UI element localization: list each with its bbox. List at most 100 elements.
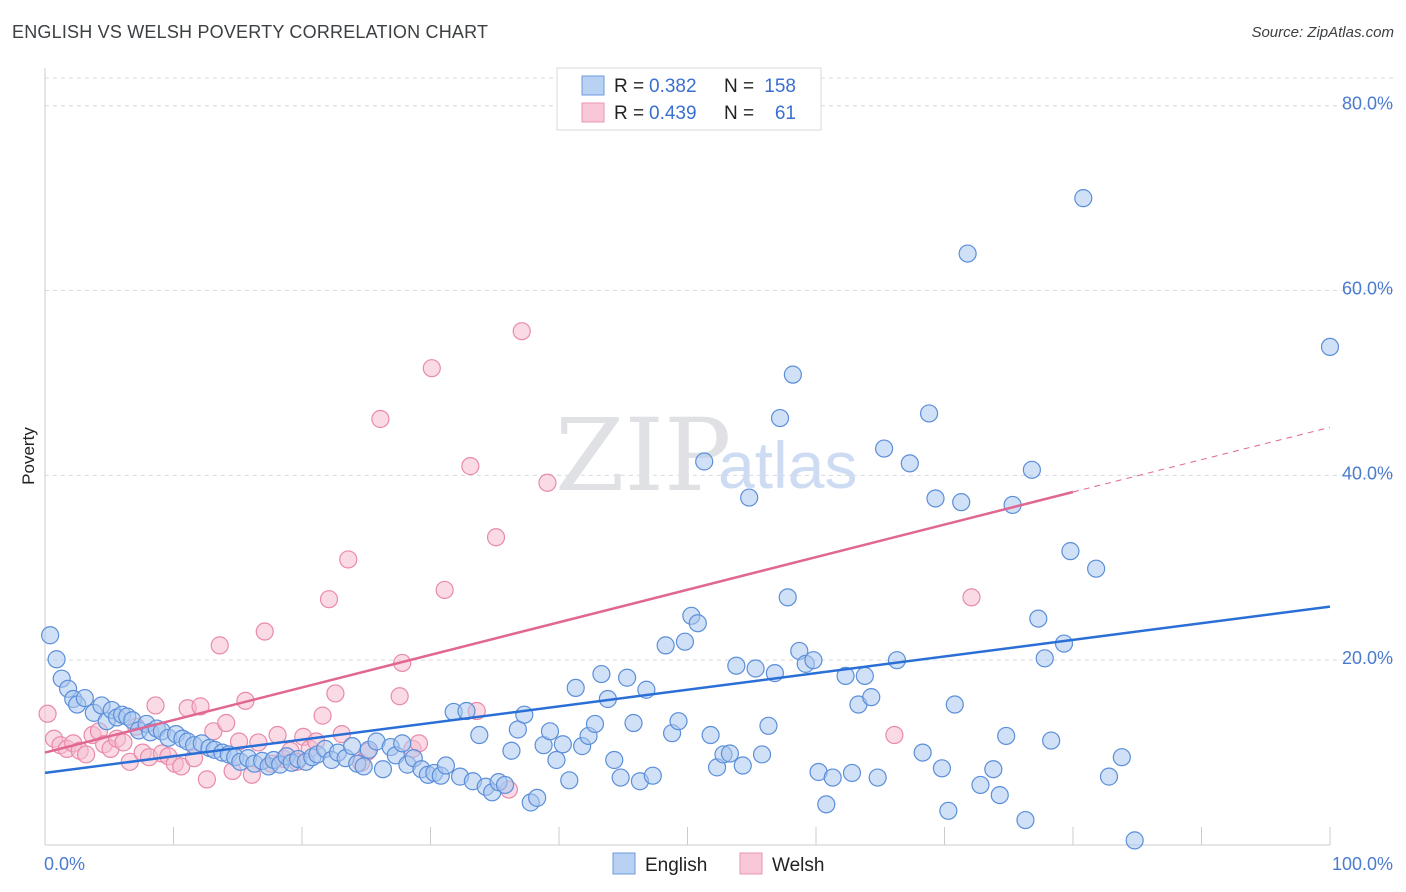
legend-english-swatch bbox=[581, 75, 605, 96]
legend-welsh-r-label: R = bbox=[614, 103, 644, 124]
english-point bbox=[560, 771, 579, 790]
english-point bbox=[624, 713, 643, 733]
welsh-point bbox=[390, 687, 409, 706]
english-point bbox=[952, 493, 971, 512]
english-point bbox=[1022, 460, 1041, 479]
english-point bbox=[836, 666, 855, 685]
english-point bbox=[1016, 810, 1035, 830]
legend-series-welsh-label: Welsh bbox=[772, 855, 824, 876]
grid-lines bbox=[45, 77, 1395, 661]
english-point bbox=[75, 688, 94, 708]
english-point bbox=[605, 750, 624, 770]
welsh-point bbox=[38, 704, 57, 723]
english-point bbox=[823, 768, 842, 787]
welsh-point bbox=[249, 733, 268, 752]
english-point bbox=[528, 788, 547, 807]
welsh-point bbox=[339, 550, 358, 569]
english-point bbox=[47, 650, 66, 669]
trend-lines bbox=[44, 426, 1331, 775]
english-point bbox=[746, 659, 765, 678]
welsh-trend-line bbox=[44, 490, 1074, 754]
english-point bbox=[926, 489, 945, 508]
english-point bbox=[470, 725, 489, 745]
english-points bbox=[41, 189, 1340, 850]
y-tick-label: 40.0% bbox=[1342, 463, 1393, 483]
welsh-point bbox=[885, 725, 904, 745]
english-point bbox=[1125, 831, 1144, 850]
english-point bbox=[1035, 649, 1054, 668]
legend-english-n-value: 158 bbox=[764, 76, 796, 97]
english-point bbox=[669, 712, 688, 731]
english-point bbox=[778, 588, 797, 607]
legend-english-r-value: 0.382 bbox=[649, 76, 697, 97]
english-point bbox=[701, 725, 720, 745]
english-point bbox=[862, 688, 881, 707]
english-point bbox=[875, 439, 894, 458]
welsh-point bbox=[114, 733, 133, 752]
english-point bbox=[817, 795, 836, 814]
english-point bbox=[592, 664, 611, 684]
english-point bbox=[354, 757, 373, 776]
english-point bbox=[1061, 542, 1080, 561]
english-trend-line bbox=[44, 605, 1331, 775]
y-tick-label: 20.0% bbox=[1342, 648, 1393, 668]
english-point bbox=[900, 454, 919, 473]
x-tick-label-min: 0.0% bbox=[44, 854, 85, 874]
welsh-point bbox=[77, 745, 96, 764]
y-tick-label: 80.0% bbox=[1342, 94, 1393, 114]
english-point bbox=[990, 785, 1009, 805]
legend-welsh-swatch bbox=[581, 102, 605, 123]
legend-welsh-n-value: 61 bbox=[775, 103, 796, 124]
y-axis-label: Poverty bbox=[19, 427, 38, 485]
english-point bbox=[1042, 731, 1061, 750]
english-point bbox=[733, 756, 752, 775]
english-point bbox=[373, 760, 393, 779]
english-point bbox=[585, 714, 605, 734]
english-point bbox=[688, 614, 707, 633]
english-point bbox=[913, 743, 932, 762]
english-point bbox=[1074, 189, 1093, 208]
legend-english-r-label: R = bbox=[614, 76, 644, 97]
english-point bbox=[1112, 748, 1131, 767]
english-point bbox=[515, 705, 534, 724]
english-point bbox=[783, 365, 802, 384]
y-tick-labels: 20.0% 40.0% 60.0% 80.0% bbox=[1342, 94, 1393, 668]
legend-series: English Welsh bbox=[612, 852, 824, 876]
english-point bbox=[41, 626, 60, 645]
chart-title: ENGLISH VS WELSH POVERTY CORRELATION CHA… bbox=[12, 22, 489, 42]
english-point bbox=[540, 722, 560, 741]
english-point bbox=[984, 760, 1003, 779]
welsh-trend-extension bbox=[1072, 426, 1331, 493]
english-point bbox=[958, 244, 977, 263]
welsh-point bbox=[461, 457, 480, 476]
english-point bbox=[868, 768, 887, 787]
english-point bbox=[495, 775, 515, 795]
welsh-point bbox=[197, 770, 217, 789]
english-point bbox=[804, 651, 823, 670]
welsh-point bbox=[255, 622, 274, 641]
welsh-point bbox=[538, 473, 557, 492]
welsh-point bbox=[962, 588, 981, 607]
english-point bbox=[343, 737, 362, 756]
english-point bbox=[842, 763, 862, 783]
welsh-point bbox=[210, 636, 229, 655]
welsh-point bbox=[319, 590, 339, 609]
english-point bbox=[1029, 609, 1048, 628]
english-point bbox=[393, 734, 412, 753]
source-credit: Source: ZipAtlas.com bbox=[1251, 24, 1394, 41]
english-point bbox=[939, 801, 958, 820]
english-point bbox=[566, 678, 585, 698]
welsh-point bbox=[191, 697, 210, 716]
english-point bbox=[720, 744, 740, 763]
english-point bbox=[643, 766, 662, 785]
welsh-point bbox=[146, 696, 165, 715]
legend-welsh-r-value: 0.439 bbox=[649, 103, 697, 124]
english-point bbox=[1087, 559, 1106, 578]
english-point bbox=[611, 768, 630, 787]
welsh-point bbox=[217, 713, 236, 733]
welsh-point bbox=[486, 528, 506, 547]
welsh-point bbox=[422, 359, 441, 378]
english-point bbox=[752, 745, 772, 764]
welsh-point bbox=[172, 757, 191, 776]
legend-series-welsh-swatch bbox=[739, 852, 763, 875]
